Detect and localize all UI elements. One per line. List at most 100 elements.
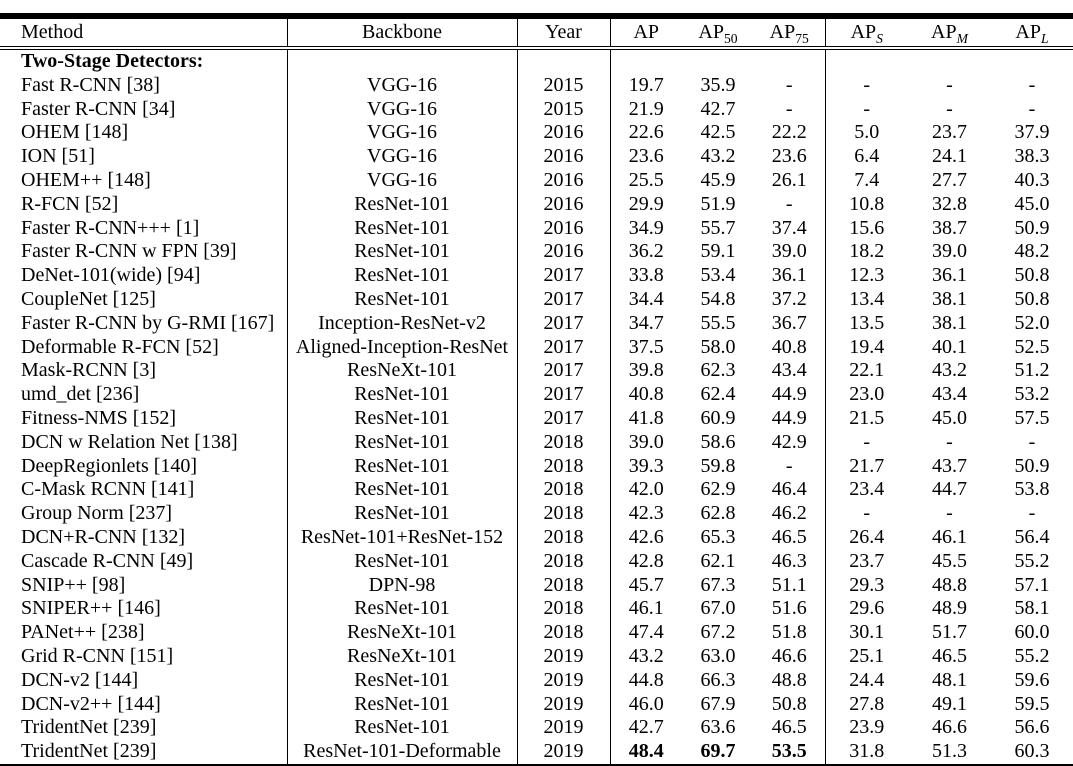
metric-cell: 67.2 bbox=[700, 621, 736, 644]
column-header-subscript: M bbox=[956, 31, 968, 46]
metric-cell: 55.2 bbox=[1014, 549, 1050, 572]
year-cell: 2017 bbox=[517, 311, 611, 336]
year-cell: 2018 bbox=[517, 478, 611, 503]
method-cell: Cascade R-CNN [49] bbox=[0, 549, 288, 574]
metric-cell: 58.1 bbox=[1014, 597, 1050, 620]
table-row: DCN-v2 [144] ResNet-101 2019 44.8 66.3 48.8 24… bbox=[0, 668, 1073, 693]
metric-cell: 15.6 bbox=[849, 216, 885, 239]
column-header-subscript: S bbox=[876, 31, 883, 46]
year-cell: 2017 bbox=[517, 406, 611, 431]
metric-cell: 46.6 bbox=[932, 716, 967, 739]
column-header-ap-m: APM bbox=[908, 19, 991, 50]
backbone-cell: VGG-16 bbox=[287, 121, 518, 146]
metric-cell: 45.0 bbox=[932, 406, 967, 429]
metric-cell: 24.4 bbox=[849, 668, 885, 691]
table-row: Group Norm [237] ResNet-101 2018 42.3 62.8 46… bbox=[0, 502, 1073, 526]
metric-cell: 46.2 bbox=[754, 502, 826, 526]
metric-cell: 52.0 bbox=[1014, 311, 1050, 334]
metric-cell: 44.8 bbox=[628, 668, 664, 691]
empty-cell bbox=[682, 48, 754, 74]
metric-cell: - bbox=[1028, 430, 1036, 453]
metric-cell: 36.1 bbox=[754, 264, 826, 288]
metric-cell: 62.4 bbox=[700, 383, 736, 406]
method-cell: OHEM++ [148] bbox=[0, 168, 288, 193]
year-cell: 2017 bbox=[517, 335, 611, 360]
table-row: DCN+R-CNN [132] ResNet-101+ResNet-152 2018… bbox=[0, 525, 1073, 550]
method-cell: DCN w Relation Net [138] bbox=[0, 430, 288, 455]
backbone-cell: VGG-16 bbox=[287, 97, 518, 122]
metric-cell: 42.3 bbox=[628, 502, 664, 525]
metric-cell: 10.8 bbox=[849, 192, 885, 215]
metric-cell: - bbox=[754, 454, 826, 479]
metric-cell: 21.9 bbox=[628, 97, 664, 120]
table-row: DCN w Relation Net [138] ResNet-101 2018 39… bbox=[0, 430, 1073, 455]
table-row: C-Mask RCNN [141] ResNet-101 2018 42.0 62.9 4… bbox=[0, 478, 1073, 503]
metric-cell: 69.7 bbox=[700, 740, 736, 763]
metric-cell: 42.7 bbox=[700, 97, 736, 120]
table-row: OHEM++ [148] VGG-16 2016 25.5 45.9 26.1 7.4 27.… bbox=[0, 168, 1073, 193]
metric-cell: 45.7 bbox=[628, 573, 664, 596]
table-row: DeNet-101(wide) [94] ResNet-101 2017 33.8 53… bbox=[0, 264, 1073, 288]
metric-cell: 43.7 bbox=[932, 454, 967, 477]
metric-cell: 5.0 bbox=[854, 121, 880, 144]
empty-cell bbox=[991, 48, 1073, 74]
metric-cell: - bbox=[863, 97, 871, 120]
metric-cell: 30.1 bbox=[849, 621, 885, 644]
method-cell: TridentNet [239] bbox=[0, 740, 288, 765]
metric-cell: 43.2 bbox=[932, 359, 967, 382]
metric-cell: 53.2 bbox=[1014, 383, 1050, 406]
metric-cell: 46.1 bbox=[628, 597, 664, 620]
method-cell: Grid R-CNN [151] bbox=[0, 644, 288, 669]
backbone-cell: Aligned-Inception-ResNet bbox=[287, 335, 518, 360]
table-row: DeepRegionlets [140] ResNet-101 2018 39.3 59… bbox=[0, 454, 1073, 479]
column-header-label: AP bbox=[769, 21, 796, 43]
table-row: PANet++ [238] ResNeXt-101 2018 47.4 67.2 51.8… bbox=[0, 621, 1073, 645]
metric-cell: 22.2 bbox=[754, 121, 826, 146]
metric-cell: 59.8 bbox=[700, 454, 736, 477]
metric-cell: 48.1 bbox=[932, 668, 967, 691]
metric-cell: - bbox=[1028, 502, 1036, 525]
method-cell: SNIP++ [98] bbox=[0, 573, 288, 598]
metric-cell: 6.4 bbox=[854, 145, 880, 168]
backbone-cell: ResNet-101 bbox=[287, 549, 518, 574]
column-header-label: Backbone bbox=[362, 21, 442, 43]
metric-cell: 55.2 bbox=[1014, 644, 1050, 667]
metric-cell: 21.5 bbox=[849, 406, 885, 429]
metric-cell: 35.9 bbox=[700, 73, 736, 96]
method-cell: DCN-v2 [144] bbox=[0, 668, 288, 693]
backbone-cell: ResNet-101 bbox=[287, 597, 518, 622]
metric-cell: 65.3 bbox=[700, 525, 736, 548]
metric-cell: 29.9 bbox=[628, 192, 664, 215]
backbone-cell: ResNet-101 bbox=[287, 406, 518, 431]
metric-cell: 55.7 bbox=[700, 216, 736, 239]
column-header-ap: AP bbox=[610, 19, 682, 50]
backbone-cell: VGG-16 bbox=[287, 168, 518, 193]
metric-cell: 21.7 bbox=[849, 454, 885, 477]
metric-cell: 23.6 bbox=[754, 145, 826, 169]
metric-cell: 46.5 bbox=[932, 644, 967, 667]
metric-cell: 39.8 bbox=[628, 359, 664, 382]
year-cell: 2018 bbox=[517, 597, 611, 622]
metric-cell: 51.2 bbox=[1014, 359, 1050, 382]
year-cell: 2016 bbox=[517, 240, 611, 265]
metric-cell: 37.9 bbox=[1014, 121, 1050, 144]
table-header: Method Backbone Year AP AP50 AP75 APS APM APL bbox=[0, 19, 1073, 50]
metric-cell: 58.6 bbox=[700, 430, 736, 453]
metric-cell: 37.2 bbox=[754, 287, 826, 312]
metric-cell: 43.4 bbox=[932, 383, 967, 406]
metric-cell: 53.5 bbox=[754, 740, 826, 765]
page-top-margin bbox=[0, 0, 1073, 13]
method-cell: Faster R-CNN w FPN [39] bbox=[0, 240, 288, 265]
metric-cell: 29.6 bbox=[849, 597, 885, 620]
table-row: Faster R-CNN w FPN [39] ResNet-101 2016 36.… bbox=[0, 240, 1073, 265]
column-header-method: Method bbox=[0, 19, 288, 50]
metric-cell: 48.8 bbox=[932, 573, 967, 596]
metric-cell: 36.7 bbox=[754, 311, 826, 336]
metric-cell: 40.8 bbox=[628, 383, 664, 406]
metric-cell: 51.6 bbox=[754, 597, 826, 622]
backbone-cell: ResNet-101+ResNet-152 bbox=[287, 525, 518, 550]
metric-cell: 38.7 bbox=[932, 216, 967, 239]
backbone-cell: VGG-16 bbox=[287, 145, 518, 169]
metric-cell: - bbox=[1028, 97, 1036, 120]
year-cell: 2018 bbox=[517, 502, 611, 526]
